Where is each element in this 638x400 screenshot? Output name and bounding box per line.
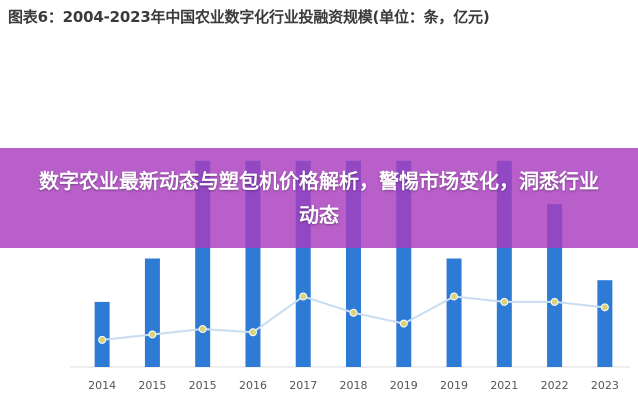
line-point-7 [450, 292, 459, 301]
x-tick-label-5: 2018 [340, 379, 368, 392]
x-tick-label-4: 2017 [289, 379, 317, 392]
x-tick-label-2: 2015 [189, 379, 217, 392]
bar-10 [597, 280, 613, 367]
line-point-3 [248, 328, 257, 337]
line-point-4 [299, 292, 308, 301]
x-tick-label-1: 2015 [138, 379, 166, 392]
bar-1 [144, 258, 160, 367]
point-series [98, 292, 609, 344]
line-point-0 [98, 335, 107, 344]
x-tick-label-10: 2023 [591, 379, 619, 392]
headline-banner[interactable]: 数字农业最新动态与塑包机价格解析，警惕市场变化，洞悉行业动态 [0, 148, 638, 248]
x-tick-labels: 2014 2015 2015 2016 2017 2018 2019 2019 2021 2022… [88, 379, 619, 392]
line-point-5 [349, 308, 358, 317]
line-point-10 [600, 303, 609, 312]
x-tick-label-3: 2016 [239, 379, 267, 392]
x-tick-label-9: 2022 [541, 379, 569, 392]
line-point-1 [148, 330, 157, 339]
chart-title: 图表6：2004-2023年中国农业数字化行业投融资规模(单位：条，亿元) [8, 8, 490, 26]
bar-7 [446, 258, 462, 367]
line-point-6 [399, 319, 408, 328]
x-tick-label-8: 2021 [490, 379, 518, 392]
bar-0 [94, 301, 110, 367]
x-tick-label-0: 2014 [88, 379, 116, 392]
x-tick-label-6: 2019 [390, 379, 418, 392]
headline-text: 数字农业最新动态与塑包机价格解析，警惕市场变化，洞悉行业动态 [39, 169, 599, 227]
x-tick-label-7: 2019 [440, 379, 468, 392]
line-point-9 [550, 297, 559, 306]
line-point-8 [500, 297, 509, 306]
line-point-2 [198, 325, 207, 334]
